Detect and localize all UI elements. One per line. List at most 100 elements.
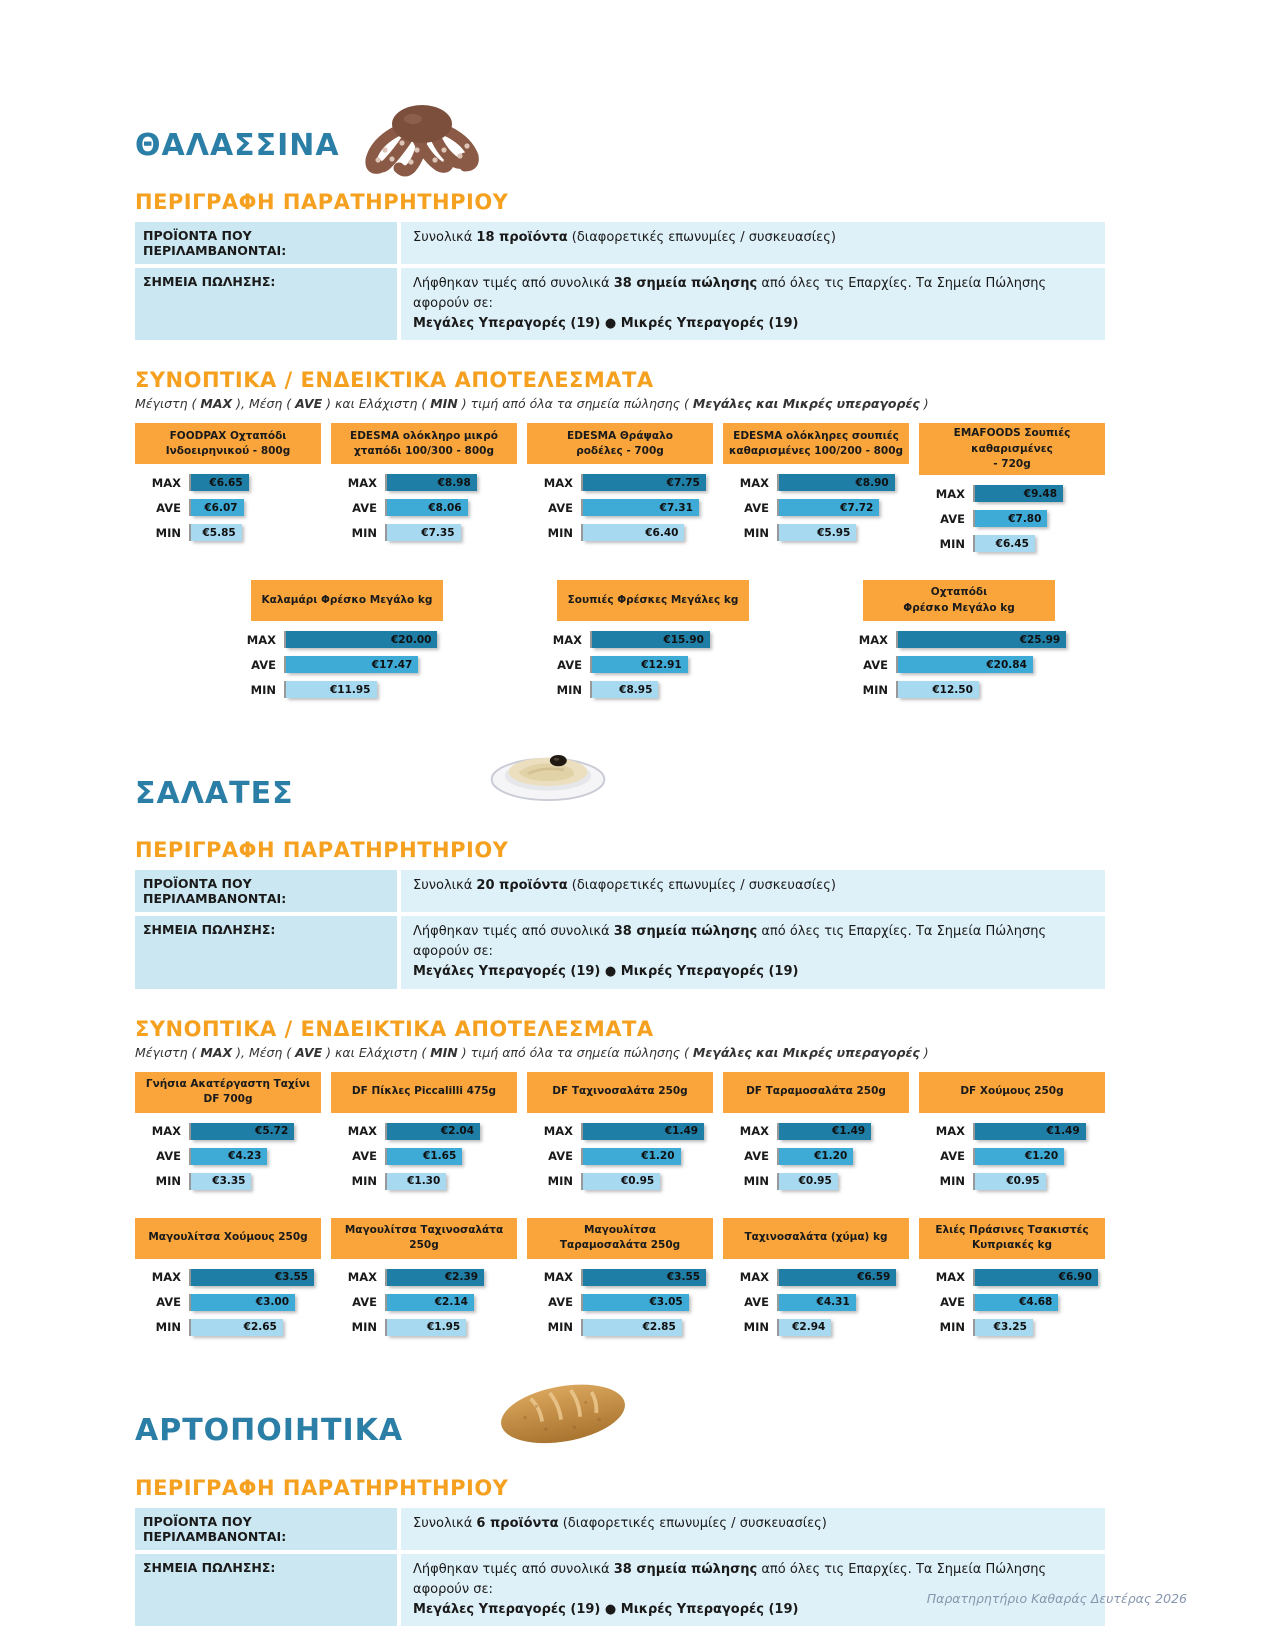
bar-row-ave: AVE €4.23	[135, 1147, 321, 1165]
section-header: ΣΑΛΑΤΕΣ	[135, 752, 1105, 834]
price-bar-min: €1.95	[387, 1318, 467, 1336]
bar-axis: €2.39	[385, 1268, 517, 1286]
bar-label-ave: AVE	[352, 1149, 377, 1163]
text-segment: Συνολικά	[413, 230, 477, 245]
price-bar-max: €1.49	[583, 1122, 705, 1140]
bar-label-min: MIN	[351, 1320, 377, 1334]
bar-row-ave: AVE €6.07	[135, 499, 321, 517]
info-row-sales-points: ΣΗΜΕΙΑ ΠΩΛΗΣΗΣ: Λήφθηκαν τιμές από συνολι…	[135, 268, 1105, 341]
price-bar-min: €7.35	[387, 524, 461, 542]
chart-row: FOODPAX Οχταπόδι Ινδοειρηνικού - 800g MAX €…	[135, 423, 1105, 560]
text-segment: ) τιμή από όλα τα σημεία πώλησης (	[457, 396, 693, 412]
product-name-line: DF Ταραμοσαλάτα 250g	[746, 1085, 886, 1098]
price-bar-ave: €20.84	[898, 656, 1033, 674]
section-header: ΘΑΛΑΣΣΙΝΑ	[135, 104, 1105, 186]
bar-row-max: MAX €2.39	[331, 1268, 517, 1286]
price-value-min: €7.35	[421, 526, 455, 539]
price-value-ave: €3.00	[255, 1296, 289, 1308]
text-segment: από όλες τις Επαρχίες. Τα Σημεία Πώλησης…	[413, 276, 1047, 312]
text-segment: ), Μέση (	[232, 1044, 296, 1060]
price-value-min: €0.95	[798, 1175, 832, 1187]
price-value-ave: €2.14	[434, 1296, 468, 1308]
report-body: ΘΑΛΑΣΣΙΝΑ ΠΕΡΙΓΡΑΦΗ ΠΑΡΑΤΗΡΗΤΗΡΙΟΥ ΠΡΟΪΟΝΤ…	[135, 104, 1105, 1650]
sales-points-line-2: Μεγάλες Υπεραγορές (19) ● Μικρές Υπεραγο…	[413, 314, 1093, 334]
bar-label-max: MAX	[858, 632, 888, 647]
text-segment: Μέγιστη (	[135, 1044, 201, 1060]
info-row-sales-points: ΣΗΜΕΙΑ ΠΩΛΗΣΗΣ: Λήφθηκαν τιμές από συνολι…	[135, 916, 1105, 989]
bar-axis: €2.65	[189, 1318, 321, 1336]
price-value-ave: €4.68	[1019, 1296, 1053, 1308]
price-value-min: €1.30	[407, 1175, 441, 1187]
text-segment: από όλες τις Επαρχίες. Τα Σημεία Πώλησης…	[413, 924, 1047, 960]
bar-row-max: MAX €6.65	[135, 474, 321, 492]
bar-label-ave: AVE	[548, 1295, 573, 1309]
text-segment: Μεγάλες Υπεραγορές (19) ● Μικρές Υπεραγο…	[413, 316, 799, 332]
bar-axis: €4.68	[973, 1293, 1105, 1311]
bar-label-max: MAX	[739, 1270, 769, 1284]
price-bar-max: €6.90	[975, 1268, 1098, 1286]
bar-axis: €1.65	[385, 1147, 517, 1165]
product-name-line: Φρέσκο Μεγάλο kg	[903, 601, 1015, 614]
product-name: DF Ταραμοσαλάτα 250g	[723, 1071, 909, 1113]
product-name: Μαγουλίτσα Ταραμοσαλάτα 250g	[527, 1217, 713, 1259]
products-included-value: Συνολικά 6 προϊόντα (διαφορετικές επωνυμ…	[401, 1507, 1105, 1550]
price-bars: MAX €2.39 AVE €2.14 MIN €1.95	[331, 1268, 517, 1336]
bar-axis: €7.75	[581, 474, 713, 492]
text-segment: MIN	[430, 1044, 458, 1060]
bar-label-ave: AVE	[744, 1149, 769, 1163]
price-bar-ave: €8.06	[387, 499, 468, 517]
bar-row-min: MIN €3.25	[919, 1318, 1105, 1336]
text-segment: Λήφθηκαν τιμές από συνολικά	[413, 276, 614, 291]
price-value-min: €8.95	[619, 683, 653, 696]
bar-row-ave: AVE €4.31	[723, 1293, 909, 1311]
bar-axis: €6.90	[973, 1268, 1105, 1286]
bar-label-min: MIN	[939, 536, 965, 551]
price-bar-max: €2.04	[387, 1122, 481, 1140]
bar-axis: €1.49	[973, 1122, 1105, 1140]
bar-axis: €12.91	[590, 656, 770, 674]
sales-points-label: ΣΗΜΕΙΑ ΠΩΛΗΣΗΣ:	[135, 268, 397, 341]
bar-label-ave: AVE	[156, 500, 181, 515]
price-value-max: €2.39	[444, 1271, 479, 1283]
section-title: ΘΑΛΑΣΣΙΝΑ	[135, 127, 340, 163]
product-chart: Σουπιές Φρέσκες Μεγάλες kg MAX €15.90 AVE €1…	[536, 580, 770, 706]
text-segment: )	[919, 396, 929, 412]
product-name-line: EDESMA ολόκληρο μικρό	[350, 429, 498, 442]
product-name-line: EDESMA ολόκληρες σουπιές	[733, 429, 899, 442]
bar-label-min: MIN	[351, 525, 377, 540]
product-name-line: Κυπριακές kg	[971, 1239, 1053, 1251]
text-segment: Συνολικά	[413, 878, 477, 894]
price-value-ave: €7.80	[1008, 512, 1042, 525]
bar-label-max: MAX	[151, 1270, 181, 1284]
bar-axis: €0.95	[973, 1172, 1105, 1190]
bar-row-max: MAX €1.49	[527, 1122, 713, 1140]
info-row-products: ΠΡΟΪΟΝΤΑ ΠΟΥ ΠΕΡΙΛΑΜΒΑΝΟΝΤΑΙ: Συνολικά 18…	[135, 222, 1105, 264]
price-bar-ave: €6.07	[191, 499, 244, 517]
price-value-max: €8.98	[437, 476, 471, 489]
bar-label-max: MAX	[935, 1124, 965, 1138]
product-chart: FOODPAX Οχταπόδι Ινδοειρηνικού - 800g MAX €…	[135, 423, 321, 560]
price-bar-max: €20.00	[286, 631, 438, 649]
bar-label-max: MAX	[543, 1124, 573, 1138]
price-value-ave: €3.05	[649, 1296, 683, 1308]
bar-row-min: MIN €0.95	[527, 1172, 713, 1190]
product-chart: Μαγουλίτσα Ταραμοσαλάτα 250g MAX €3.55 AVE €3…	[527, 1217, 713, 1344]
product-name-line: DF 700g	[203, 1093, 253, 1105]
price-bar-min: €2.85	[583, 1318, 682, 1336]
product-name-line: DF Πίκλες Piccalilli 475g	[351, 1085, 497, 1098]
bar-row-ave: AVE €17.47	[230, 656, 464, 674]
bar-row-ave: AVE €1.20	[723, 1147, 909, 1165]
info-row-sales-points: ΣΗΜΕΙΑ ΠΩΛΗΣΗΣ: Λήφθηκαν τιμές από συνολι…	[135, 1553, 1105, 1626]
text-segment: MAX	[200, 396, 233, 412]
bar-label-min: MIN	[155, 1320, 181, 1334]
price-value-max: €25.99	[1019, 633, 1061, 646]
price-bars: MAX €3.55 AVE €3.05 MIN €2.85	[527, 1268, 713, 1336]
product-name: EDESMA ολόκληρο μικρό χταπόδι 100/300 - 8…	[331, 423, 517, 465]
bar-row-min: MIN €6.45	[919, 535, 1105, 553]
price-bars: MAX €3.55 AVE €3.00 MIN €2.65	[135, 1268, 321, 1336]
bar-axis: €6.40	[581, 524, 713, 542]
page-footer: Παρατηρητήριο Καθαράς Δευτέρας 2026	[926, 1591, 1187, 1606]
bar-label-ave: AVE	[251, 657, 276, 672]
bar-label-max: MAX	[347, 1270, 377, 1284]
section-header: ΑΡΤΟΠΟΙΗΤΙΚΑ	[135, 1384, 1105, 1472]
